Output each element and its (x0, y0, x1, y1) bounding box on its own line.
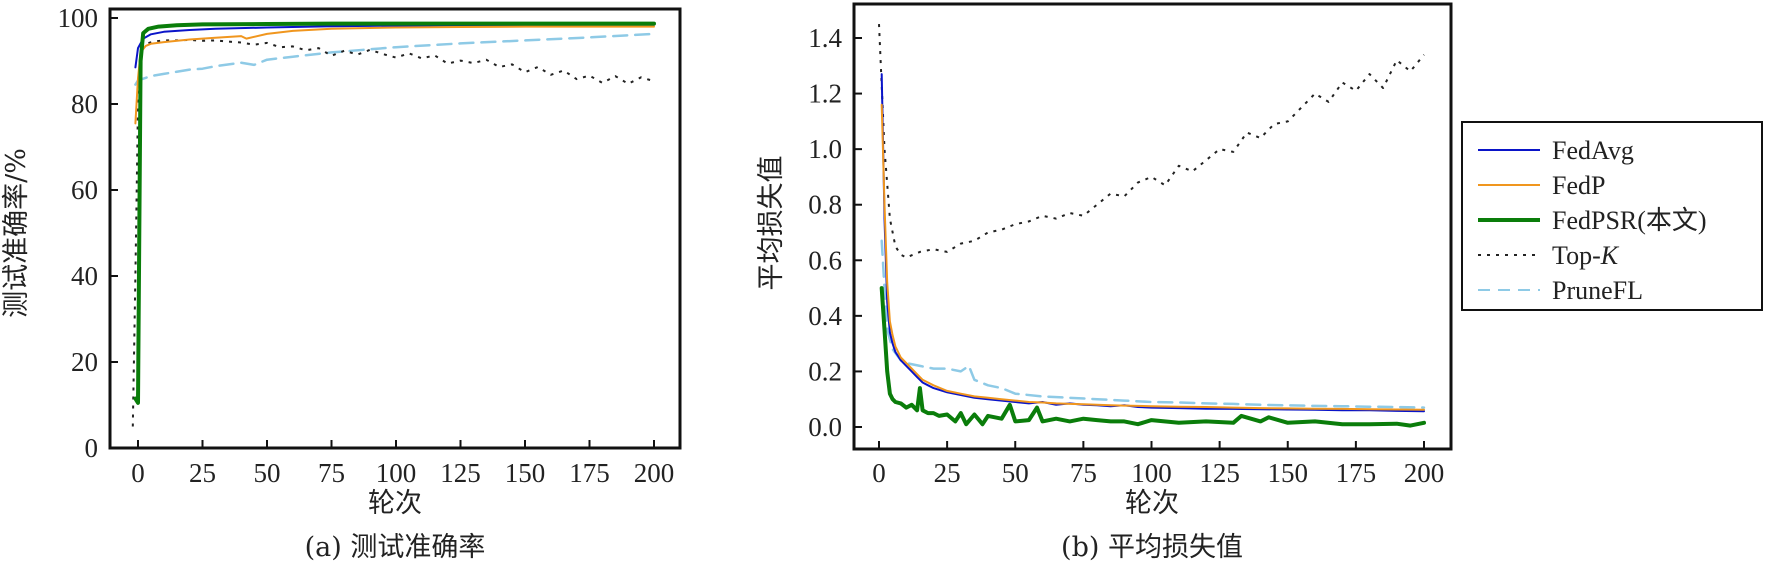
legend-label: FedAvg (1552, 136, 1634, 165)
loss-y-ticks: 0.0 0.2 0.4 0.6 0.8 1.0 1.2 1.4 (808, 23, 862, 442)
accuracy-y-tick-label: 20 (71, 347, 98, 377)
loss-y-tick-label: 0.8 (808, 190, 842, 220)
loss-y-tick-label: 0.4 (808, 301, 842, 331)
loss-x-tick-label: 100 (1131, 458, 1172, 488)
loss-y-tick-label: 0.0 (808, 412, 842, 442)
legend-label: FedPSR(本文) (1552, 206, 1707, 235)
loss-caption: (b) 平均损失值 (1061, 532, 1243, 563)
loss-chart: 0 25 50 75 100 125 150 175 200 0.0 0.2 0.4 0.6 0.8 1.… (756, 2, 1453, 563)
accuracy-x-tick-label: 25 (189, 458, 216, 488)
accuracy-y-tick-label: 60 (71, 175, 98, 205)
legend-item-fedavg: FedAvg (1478, 136, 1634, 165)
loss-x-ticks: 0 25 50 75 100 125 150 175 200 (872, 441, 1444, 488)
legend-item-top-k: Top-K (1478, 241, 1620, 270)
accuracy-x-tick-label: 75 (318, 458, 345, 488)
accuracy-x-tick-label: 0 (131, 458, 145, 488)
accuracy-series-top-k (131, 38, 655, 427)
legend-item-fedp: FedP (1478, 171, 1605, 200)
accuracy-plot-frame (108, 7, 682, 450)
loss-x-tick-label: 175 (1336, 458, 1377, 488)
legend-label: PruneFL (1552, 276, 1643, 305)
accuracy-y-tick-label: 0 (85, 433, 99, 463)
accuracy-x-ticks: 0 25 50 75 100 125 150 175 200 (131, 440, 674, 488)
legend: FedAvg FedP FedPSR(本文) Top-K PruneFL (1461, 121, 1763, 311)
accuracy-x-tick-label: 125 (440, 458, 481, 488)
loss-series-prunefl (880, 239, 1426, 409)
loss-x-axis-title: 轮次 (1125, 488, 1179, 519)
accuracy-x-tick-label: 150 (505, 458, 546, 488)
legend-label: FedP (1552, 171, 1605, 200)
loss-y-tick-label: 1.0 (808, 134, 842, 164)
loss-x-tick-label: 0 (872, 458, 886, 488)
loss-y-tick-label: 0.6 (808, 245, 842, 275)
accuracy-x-tick-label: 100 (376, 458, 417, 488)
accuracy-series-prunefl (134, 32, 656, 86)
accuracy-y-axis-title: 测试准确率/% (1, 148, 32, 318)
loss-x-tick-label: 25 (934, 458, 961, 488)
accuracy-x-tick-label: 175 (569, 458, 610, 488)
loss-x-tick-label: 125 (1199, 458, 1240, 488)
loss-y-tick-label: 1.4 (808, 23, 842, 53)
loss-series-top-k (878, 24, 1425, 259)
loss-x-tick-label: 50 (1002, 458, 1029, 488)
loss-x-tick-label: 200 (1404, 458, 1445, 488)
legend-label: Top-K (1552, 241, 1620, 270)
loss-series-fedavg (880, 73, 1425, 413)
legend-item-fedpsr: FedPSR(本文) (1478, 206, 1707, 235)
accuracy-y-ticks: 0 20 40 60 80 100 (58, 3, 118, 463)
loss-plot-frame (852, 2, 1453, 451)
loss-y-tick-label: 1.2 (808, 79, 842, 109)
loss-series-fedp (880, 103, 1425, 411)
loss-series-fedpsr (879, 286, 1426, 428)
accuracy-series-fedpsr (133, 21, 656, 405)
accuracy-y-tick-label: 100 (58, 3, 99, 33)
legend-item-prunefl: PruneFL (1478, 276, 1643, 305)
accuracy-x-axis-title: 轮次 (368, 488, 422, 519)
accuracy-series-group (131, 21, 656, 427)
legend-box (1461, 121, 1763, 311)
loss-x-tick-label: 75 (1070, 458, 1097, 488)
accuracy-x-tick-label: 200 (634, 458, 675, 488)
loss-y-axis-title: 平均损失值 (756, 156, 787, 291)
loss-x-tick-label: 150 (1268, 458, 1309, 488)
accuracy-chart: 0 25 50 75 100 125 150 175 200 0 20 40 60 80 100 轮次 测… (1, 3, 682, 563)
accuracy-x-tick-label: 50 (254, 458, 281, 488)
accuracy-y-tick-label: 40 (71, 261, 98, 291)
loss-series-group (878, 24, 1426, 428)
accuracy-caption: (a) 测试准确率 (305, 532, 486, 563)
loss-y-tick-label: 0.2 (808, 356, 842, 386)
accuracy-y-tick-label: 80 (71, 89, 98, 119)
accuracy-series-fedp (134, 25, 655, 125)
